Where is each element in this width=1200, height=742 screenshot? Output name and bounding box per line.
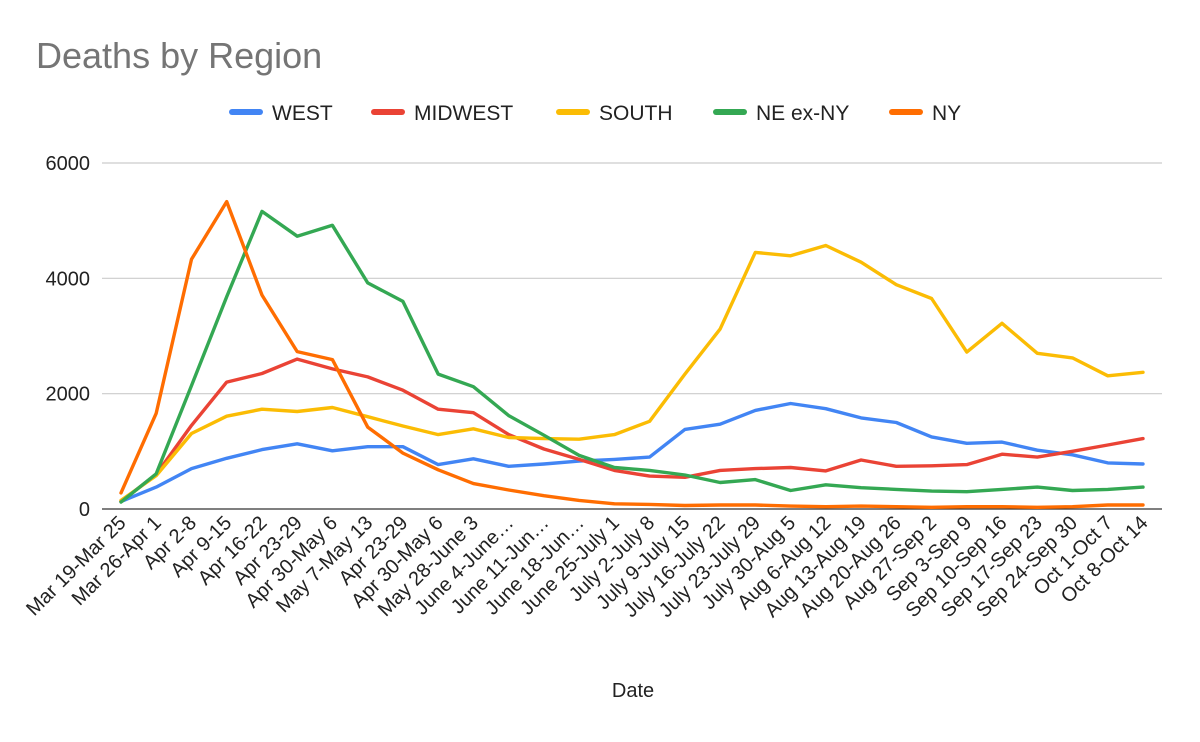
chart-title: Deaths by Region [36,35,322,76]
legend-label: SOUTH [599,102,673,125]
legend-label: NY [932,102,961,125]
series-lines [119,199,1145,509]
y-tick-label: 0 [79,499,90,521]
y-tick-label: 6000 [46,153,91,175]
series-line-ny [119,199,1145,509]
series-line-ne-ex-ny [119,209,1145,504]
y-axis-ticks: 0 2000 4000 6000 [46,153,91,521]
legend: WEST MIDWEST SOUTH NE ex-NY NY [229,102,961,125]
legend-label: WEST [272,102,333,125]
gridlines [102,162,1162,510]
legend-label: MIDWEST [414,102,513,125]
y-tick-label: 4000 [46,268,91,290]
series-line-midwest [119,357,1145,504]
series-line-south [119,243,1145,503]
legend-label: NE ex-NY [756,102,849,125]
x-axis-title: Date [612,680,654,702]
y-tick-label: 2000 [46,384,91,406]
series-line-west [119,401,1145,504]
